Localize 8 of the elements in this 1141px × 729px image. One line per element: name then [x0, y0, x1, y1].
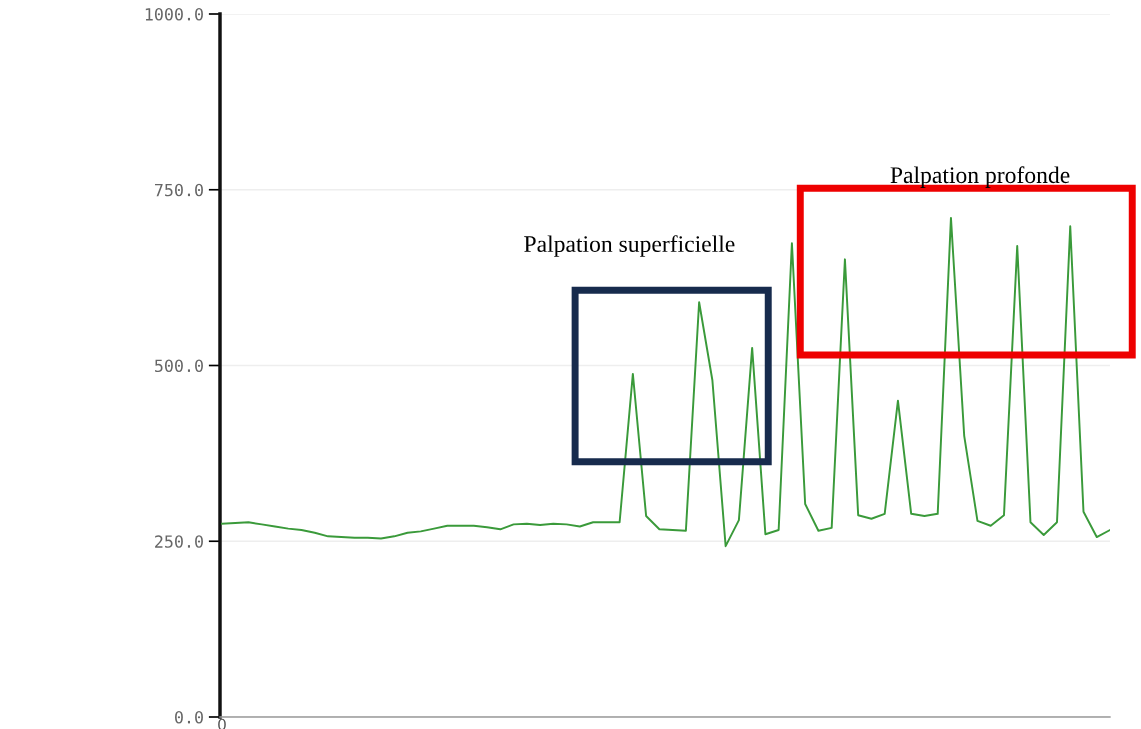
y-tick-label: 1000.0: [145, 8, 203, 21]
y-tick-label: 250.0: [155, 535, 203, 548]
y-tick-label: 500.0: [155, 359, 203, 373]
annotation: Palpation profonde: [890, 166, 1070, 188]
y-tick-label: 750.0: [154, 183, 203, 197]
y-tick-label: 0.0: [175, 711, 203, 724]
line-series: [221, 216, 1110, 548]
annotation: Palpation superficielle: [524, 235, 735, 257]
